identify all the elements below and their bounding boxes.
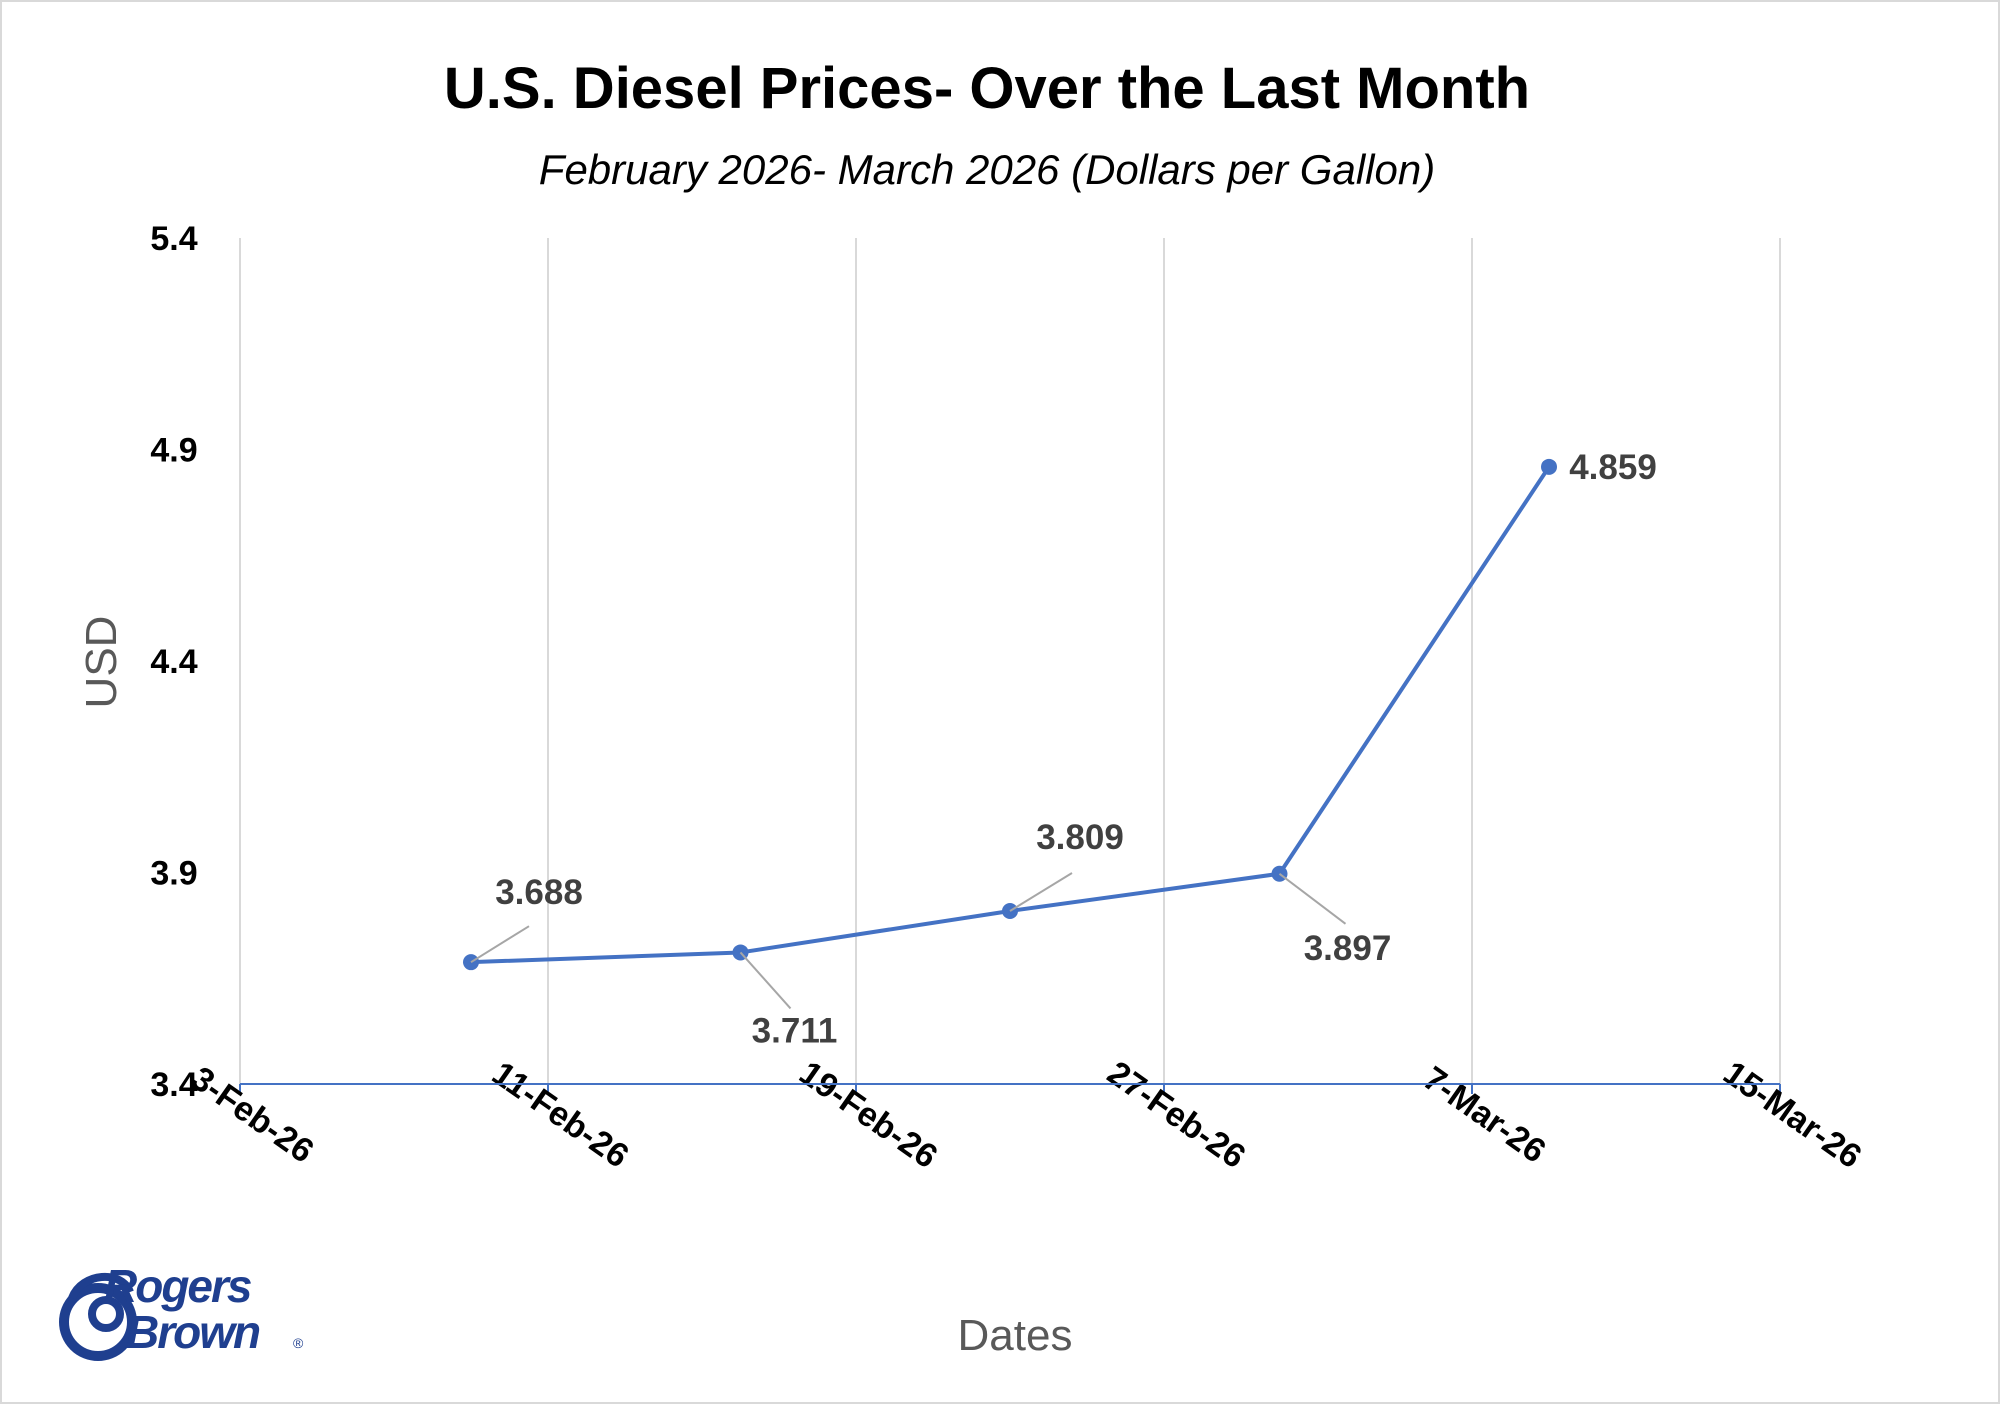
chart-title: U.S. Diesel Prices- Over the Last Month: [444, 56, 1530, 121]
series-group: [463, 458, 1557, 971]
chart-subtitle: February 2026- March 2026 (Dollars per G…: [539, 146, 1435, 193]
data-label: 3.897: [1304, 929, 1392, 968]
x-tick-label: 15-Mar-26: [1716, 1054, 1868, 1176]
leader-line: [739, 951, 792, 1010]
x-tick-label: 27-Feb-26: [1100, 1054, 1252, 1176]
x-axis-ticks: 3-Feb-26 11-Feb-26 19-Feb-26 27-Feb-26 7-Mar…: [184, 1054, 1868, 1176]
y-tick-label: 4.9: [150, 432, 197, 470]
data-label: 3.711: [752, 1011, 838, 1050]
data-point: [1541, 458, 1557, 475]
company-logo: Rogers Brown ®: [59, 1260, 304, 1361]
leader-line: [470, 925, 530, 964]
data-label: 3.688: [495, 873, 583, 912]
y-axis-ticks: 3.4 3.9 4.4 4.9 5.4: [150, 220, 197, 1104]
gridlines: [239, 238, 1781, 1094]
data-label: 4.859: [1569, 448, 1657, 487]
x-tick-label: 19-Feb-26: [792, 1054, 944, 1176]
y-tick-label: 3.9: [150, 855, 197, 893]
logo-registered-mark: ®: [293, 1335, 304, 1351]
series-line: [470, 465, 1551, 965]
ampersand-swirl-icon: [59, 1273, 137, 1361]
y-tick-label: 3.4: [150, 1066, 197, 1104]
data-label: 3.809: [1036, 818, 1124, 857]
leader-line: [1009, 872, 1073, 912]
x-tick-label: 7-Mar-26: [1416, 1059, 1552, 1170]
logo-line-2: Brown: [126, 1306, 260, 1358]
y-axis-title: USD: [77, 616, 126, 709]
logo-line-1: Rogers: [104, 1260, 252, 1312]
y-tick-label: 5.4: [150, 220, 197, 258]
leader-line: [1278, 872, 1347, 925]
y-tick-label: 4.4: [150, 643, 197, 681]
data-labels: 3.688 3.711 3.809 3.897 4.859: [470, 448, 1657, 1050]
x-tick-label: 3-Feb-26: [184, 1059, 320, 1170]
x-tick-label: 11-Feb-26: [485, 1054, 635, 1175]
x-axis-title: Dates: [958, 1311, 1073, 1360]
